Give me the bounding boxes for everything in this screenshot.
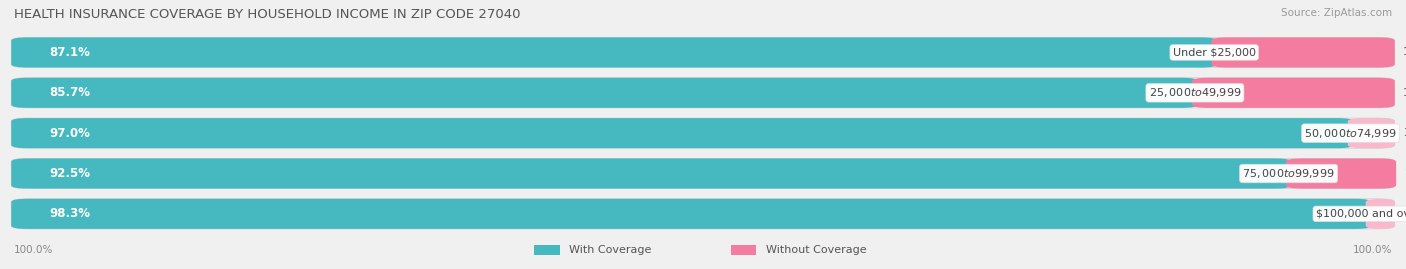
Text: 3.0%: 3.0% <box>1403 128 1406 138</box>
FancyBboxPatch shape <box>11 37 1395 68</box>
Text: 97.0%: 97.0% <box>49 127 90 140</box>
FancyBboxPatch shape <box>11 78 1395 108</box>
Text: 1.7%: 1.7% <box>1403 209 1406 219</box>
Text: Under $25,000: Under $25,000 <box>1173 47 1256 58</box>
Text: Source: ZipAtlas.com: Source: ZipAtlas.com <box>1281 8 1392 18</box>
FancyBboxPatch shape <box>11 118 1354 148</box>
Text: $75,000 to $99,999: $75,000 to $99,999 <box>1243 167 1334 180</box>
Text: 85.7%: 85.7% <box>49 86 90 99</box>
FancyBboxPatch shape <box>11 199 1371 229</box>
FancyBboxPatch shape <box>11 78 1198 108</box>
FancyBboxPatch shape <box>11 199 1395 229</box>
Text: $25,000 to $49,999: $25,000 to $49,999 <box>1149 86 1241 99</box>
Text: 87.1%: 87.1% <box>49 46 90 59</box>
Text: HEALTH INSURANCE COVERAGE BY HOUSEHOLD INCOME IN ZIP CODE 27040: HEALTH INSURANCE COVERAGE BY HOUSEHOLD I… <box>14 8 520 21</box>
Text: With Coverage: With Coverage <box>569 245 652 255</box>
Text: $50,000 to $74,999: $50,000 to $74,999 <box>1305 127 1396 140</box>
Text: $100,000 and over: $100,000 and over <box>1316 209 1406 219</box>
FancyBboxPatch shape <box>1286 158 1396 189</box>
FancyBboxPatch shape <box>1365 199 1395 229</box>
Text: 7.6%: 7.6% <box>1405 168 1406 179</box>
Text: 14.3%: 14.3% <box>1403 88 1406 98</box>
FancyBboxPatch shape <box>11 37 1218 68</box>
FancyBboxPatch shape <box>534 245 560 255</box>
FancyBboxPatch shape <box>731 245 756 255</box>
FancyBboxPatch shape <box>1212 37 1395 68</box>
Text: Without Coverage: Without Coverage <box>766 245 868 255</box>
Text: 100.0%: 100.0% <box>14 245 53 255</box>
Text: 100.0%: 100.0% <box>1353 245 1392 255</box>
Text: 98.3%: 98.3% <box>49 207 90 220</box>
FancyBboxPatch shape <box>1192 78 1395 108</box>
FancyBboxPatch shape <box>11 158 1395 189</box>
Text: 12.9%: 12.9% <box>1403 47 1406 58</box>
Text: 92.5%: 92.5% <box>49 167 90 180</box>
FancyBboxPatch shape <box>1348 118 1395 148</box>
FancyBboxPatch shape <box>11 158 1292 189</box>
FancyBboxPatch shape <box>11 118 1395 148</box>
